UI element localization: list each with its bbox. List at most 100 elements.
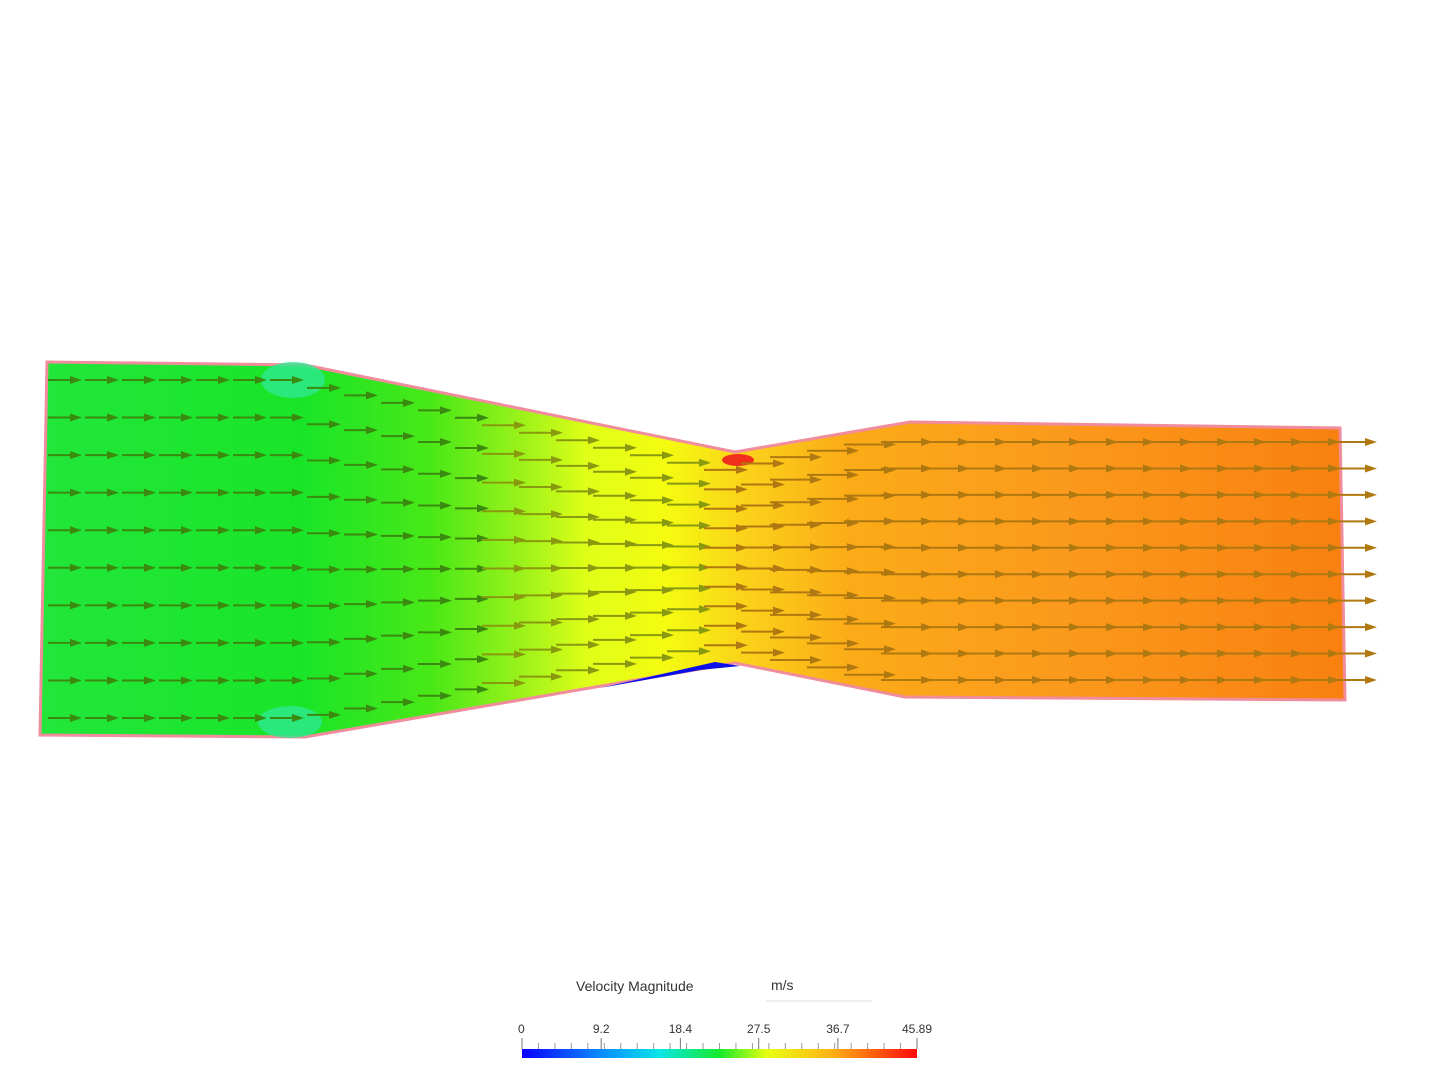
vector-arrow-head [551, 428, 563, 437]
vector-arrow-head [477, 474, 489, 483]
vector-arrow-head [292, 563, 304, 572]
vector-arrow-head [218, 563, 230, 572]
vector-arrow-head [440, 469, 452, 478]
vector-arrow-head [329, 601, 341, 610]
vector-arrow-head [1365, 517, 1377, 526]
vector-arrow-head [181, 413, 193, 422]
vector-arrow-head [588, 512, 600, 521]
vector-arrow-head [218, 526, 230, 535]
vector-arrow-head [662, 496, 674, 505]
vector-arrow-head [440, 406, 452, 415]
stagnation-zone [258, 706, 322, 738]
vector-arrow-head [366, 704, 378, 713]
vector-arrow-head [255, 638, 267, 647]
vector-arrow-head [144, 451, 156, 460]
vector-arrow-head [736, 563, 748, 572]
vector-arrow-head [847, 446, 859, 455]
vector-arrow-head [884, 619, 896, 628]
tick-label: 9.2 [593, 1022, 610, 1036]
vector-arrow-head [514, 679, 526, 688]
vector-arrow-head [144, 563, 156, 572]
vector-arrow-head [662, 541, 674, 550]
vector-arrow-head [144, 376, 156, 384]
vector-arrow-head [255, 413, 267, 422]
vector-arrow-head [699, 500, 711, 509]
vector-arrow-head [514, 421, 526, 430]
vector-arrow-head [514, 449, 526, 458]
vector-arrow-head [403, 398, 415, 407]
vector-arrow-head [107, 601, 119, 610]
vector-arrow-head [70, 413, 82, 422]
tick-label: 45.89 [902, 1022, 932, 1036]
vector-arrow-head [736, 602, 748, 611]
vector-arrow-head [588, 461, 600, 470]
vector-arrow-head [847, 639, 859, 648]
vector-arrow-head [218, 638, 230, 647]
vector-arrow-head [736, 504, 748, 513]
vector-arrow-head [70, 563, 82, 572]
vector-arrow-head [403, 432, 415, 441]
vector-arrow-head [625, 587, 637, 596]
vector-arrow-head [514, 650, 526, 659]
vector-arrow-head [70, 601, 82, 610]
vector-arrow-head [255, 563, 267, 572]
vector-arrow-head [736, 582, 748, 591]
vector-arrow-head [810, 498, 822, 507]
vector-arrow-head [218, 714, 230, 722]
legend-title: Velocity Magnitude [576, 978, 694, 994]
vector-arrow-head [181, 488, 193, 497]
vector-arrow-head [1365, 596, 1377, 605]
vector-arrow-head [403, 465, 415, 474]
vector-arrow-head [625, 635, 637, 644]
vector-arrow-head [366, 460, 378, 469]
vector-arrow-head [255, 676, 267, 685]
vector-arrow-head [292, 413, 304, 422]
vector-arrow-head [70, 488, 82, 497]
vector-arrow-head [366, 634, 378, 643]
vector-arrow-head [699, 542, 711, 551]
vector-arrow-head [1365, 623, 1377, 632]
vector-arrow-head [625, 515, 637, 524]
vector-arrow-head [773, 606, 785, 615]
vector-arrow-head [551, 591, 563, 600]
vector-arrow-head [440, 438, 452, 447]
vector-arrow-head [366, 669, 378, 678]
vector-arrow-head [255, 601, 267, 610]
vector-arrow-head [551, 618, 563, 627]
vector-arrow-head [736, 524, 748, 533]
vector-arrow-head [218, 451, 230, 460]
vector-arrow-head [255, 714, 267, 722]
vector-arrow-head [588, 666, 600, 675]
vector-arrow-head [255, 376, 267, 384]
vector-arrow-head [366, 391, 378, 400]
vector-arrow-head [773, 501, 785, 510]
vector-arrow-head [292, 376, 304, 384]
vector-arrow-head [662, 631, 674, 640]
tick-label: 0 [518, 1022, 525, 1036]
vector-arrow-head [699, 647, 711, 656]
vector-arrow-head [625, 539, 637, 548]
vector-arrow-head [181, 714, 193, 722]
vector-arrow-head [70, 638, 82, 647]
vector-arrow-head [514, 507, 526, 516]
vector-arrow-head [329, 529, 341, 538]
tick-label: 18.4 [669, 1022, 693, 1036]
vector-arrow-head [736, 485, 748, 494]
vector-arrow-head [403, 498, 415, 507]
vector-arrow-head [144, 676, 156, 685]
vector-arrow-head [218, 413, 230, 422]
tick-label: 36.7 [826, 1022, 850, 1036]
vector-arrow-head [366, 495, 378, 504]
vector-arrow-head [403, 664, 415, 673]
vector-arrow-head [329, 420, 341, 429]
vector-arrow-head [662, 451, 674, 460]
vector-arrow-head [440, 501, 452, 510]
vector-arrow-head [255, 451, 267, 460]
vector-arrow-head [699, 626, 711, 635]
vector-arrow-head [292, 714, 304, 722]
vector-arrow-head [329, 710, 341, 719]
vector-arrow-head [588, 538, 600, 547]
vector-arrow-head [107, 526, 119, 535]
nozzle-domain [38, 360, 1347, 739]
vector-arrow-head [551, 510, 563, 519]
